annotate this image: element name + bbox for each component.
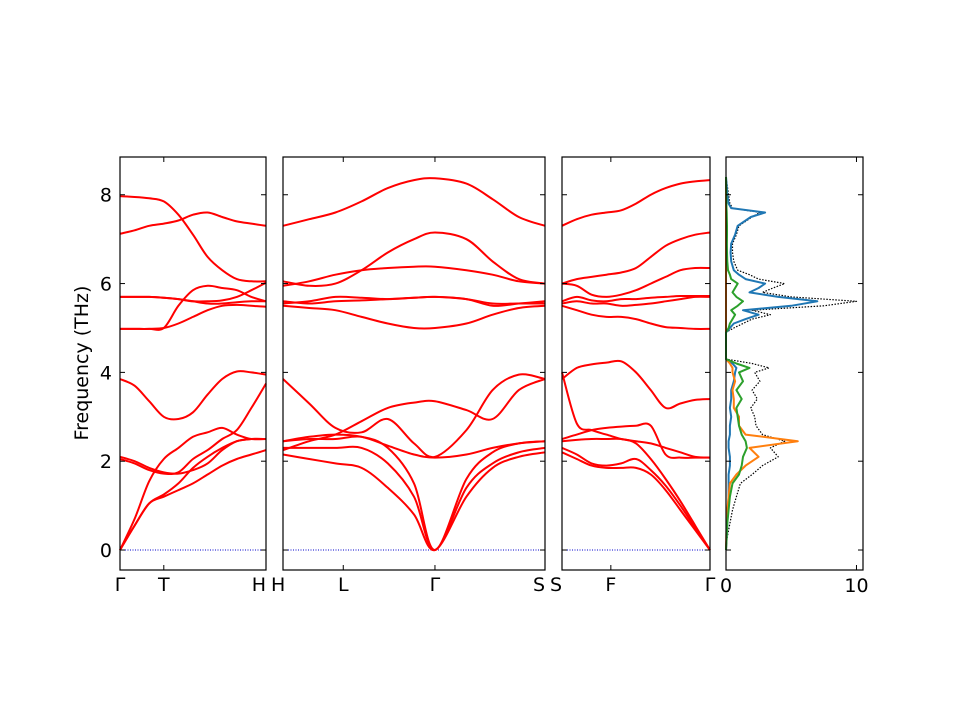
phonon-band-4 [282,433,546,459]
phonon-band-11 [119,211,267,235]
x-tick-label: Γ [705,574,716,596]
x-tick-label: Γ [115,574,126,596]
phonon-band-5 [282,378,546,452]
x-tick-label: H [271,574,285,596]
phonon-band-8 [561,295,711,307]
phonon-band-7 [120,303,267,330]
y-axis-label: Frequency (THz) [71,286,93,441]
y-tick-label: 0 [100,540,112,562]
phonon-band-12 [282,177,546,227]
phonon-band-3 [561,437,711,551]
x-tick-label: Γ [430,574,441,596]
dos-series-4 [725,176,751,551]
phonon-band-2 [561,446,711,551]
phonon-band-10 [561,266,711,298]
band-panel-1: 0 2 4 6 8 Γ T H [100,156,267,596]
dos-frame [725,156,864,571]
y-tick-label: 2 [100,451,112,473]
dos-series-2 [725,176,819,551]
phonon-band-10 [282,265,546,287]
dos-x-tick-label: 0 [720,575,732,597]
phonon-band-7 [282,304,546,330]
x-tick-label: S [550,574,562,596]
phonon-band-9 [282,295,546,307]
y-tick-label: 4 [100,362,112,384]
x-tick-label: F [605,574,616,596]
phonon-band-2 [282,445,546,551]
dos-series-1 [725,176,858,551]
phonon-band-4 [561,422,710,459]
x-tick-label: L [338,574,349,596]
phonon-band-11 [561,231,711,285]
phonon-band-9 [120,295,267,305]
x-tick-label: T [157,574,170,596]
x-tick-label: H [252,574,266,596]
phonon-band-3 [282,435,546,551]
phonon-band-4 [119,437,267,475]
phonon-band-5 [561,359,711,410]
panel-frame [282,156,546,571]
phonon-band-9 [561,294,710,303]
phonon-band-6 [119,370,267,421]
phonon-band-8 [120,284,267,331]
dos-panel: 0 10 [720,156,869,597]
phonon-band-6 [282,373,546,459]
phonon-band-2 [119,437,267,551]
phonon-band-12 [119,195,267,283]
dos-x-tick-label: 10 [844,575,868,597]
phonon-band-10 [120,281,267,303]
band-panels: 0 2 4 6 8 Γ T H H L Γ S S F Γ [100,156,716,596]
phonon-band-3 [119,426,267,551]
phonon-band-7 [561,304,711,330]
panel-frame [119,156,267,571]
phonon-band-1 [561,451,711,551]
panel-frame [561,156,711,571]
phonon-band-11 [282,231,546,287]
y-tick-label: 8 [100,185,112,207]
phonon-band-12 [561,179,711,227]
x-tick-label: S [533,574,545,596]
phonon-band-6 [561,372,711,459]
phonon-band-1 [282,451,546,552]
y-tick-label: 6 [100,274,112,296]
phonon-band-5 [119,382,267,475]
